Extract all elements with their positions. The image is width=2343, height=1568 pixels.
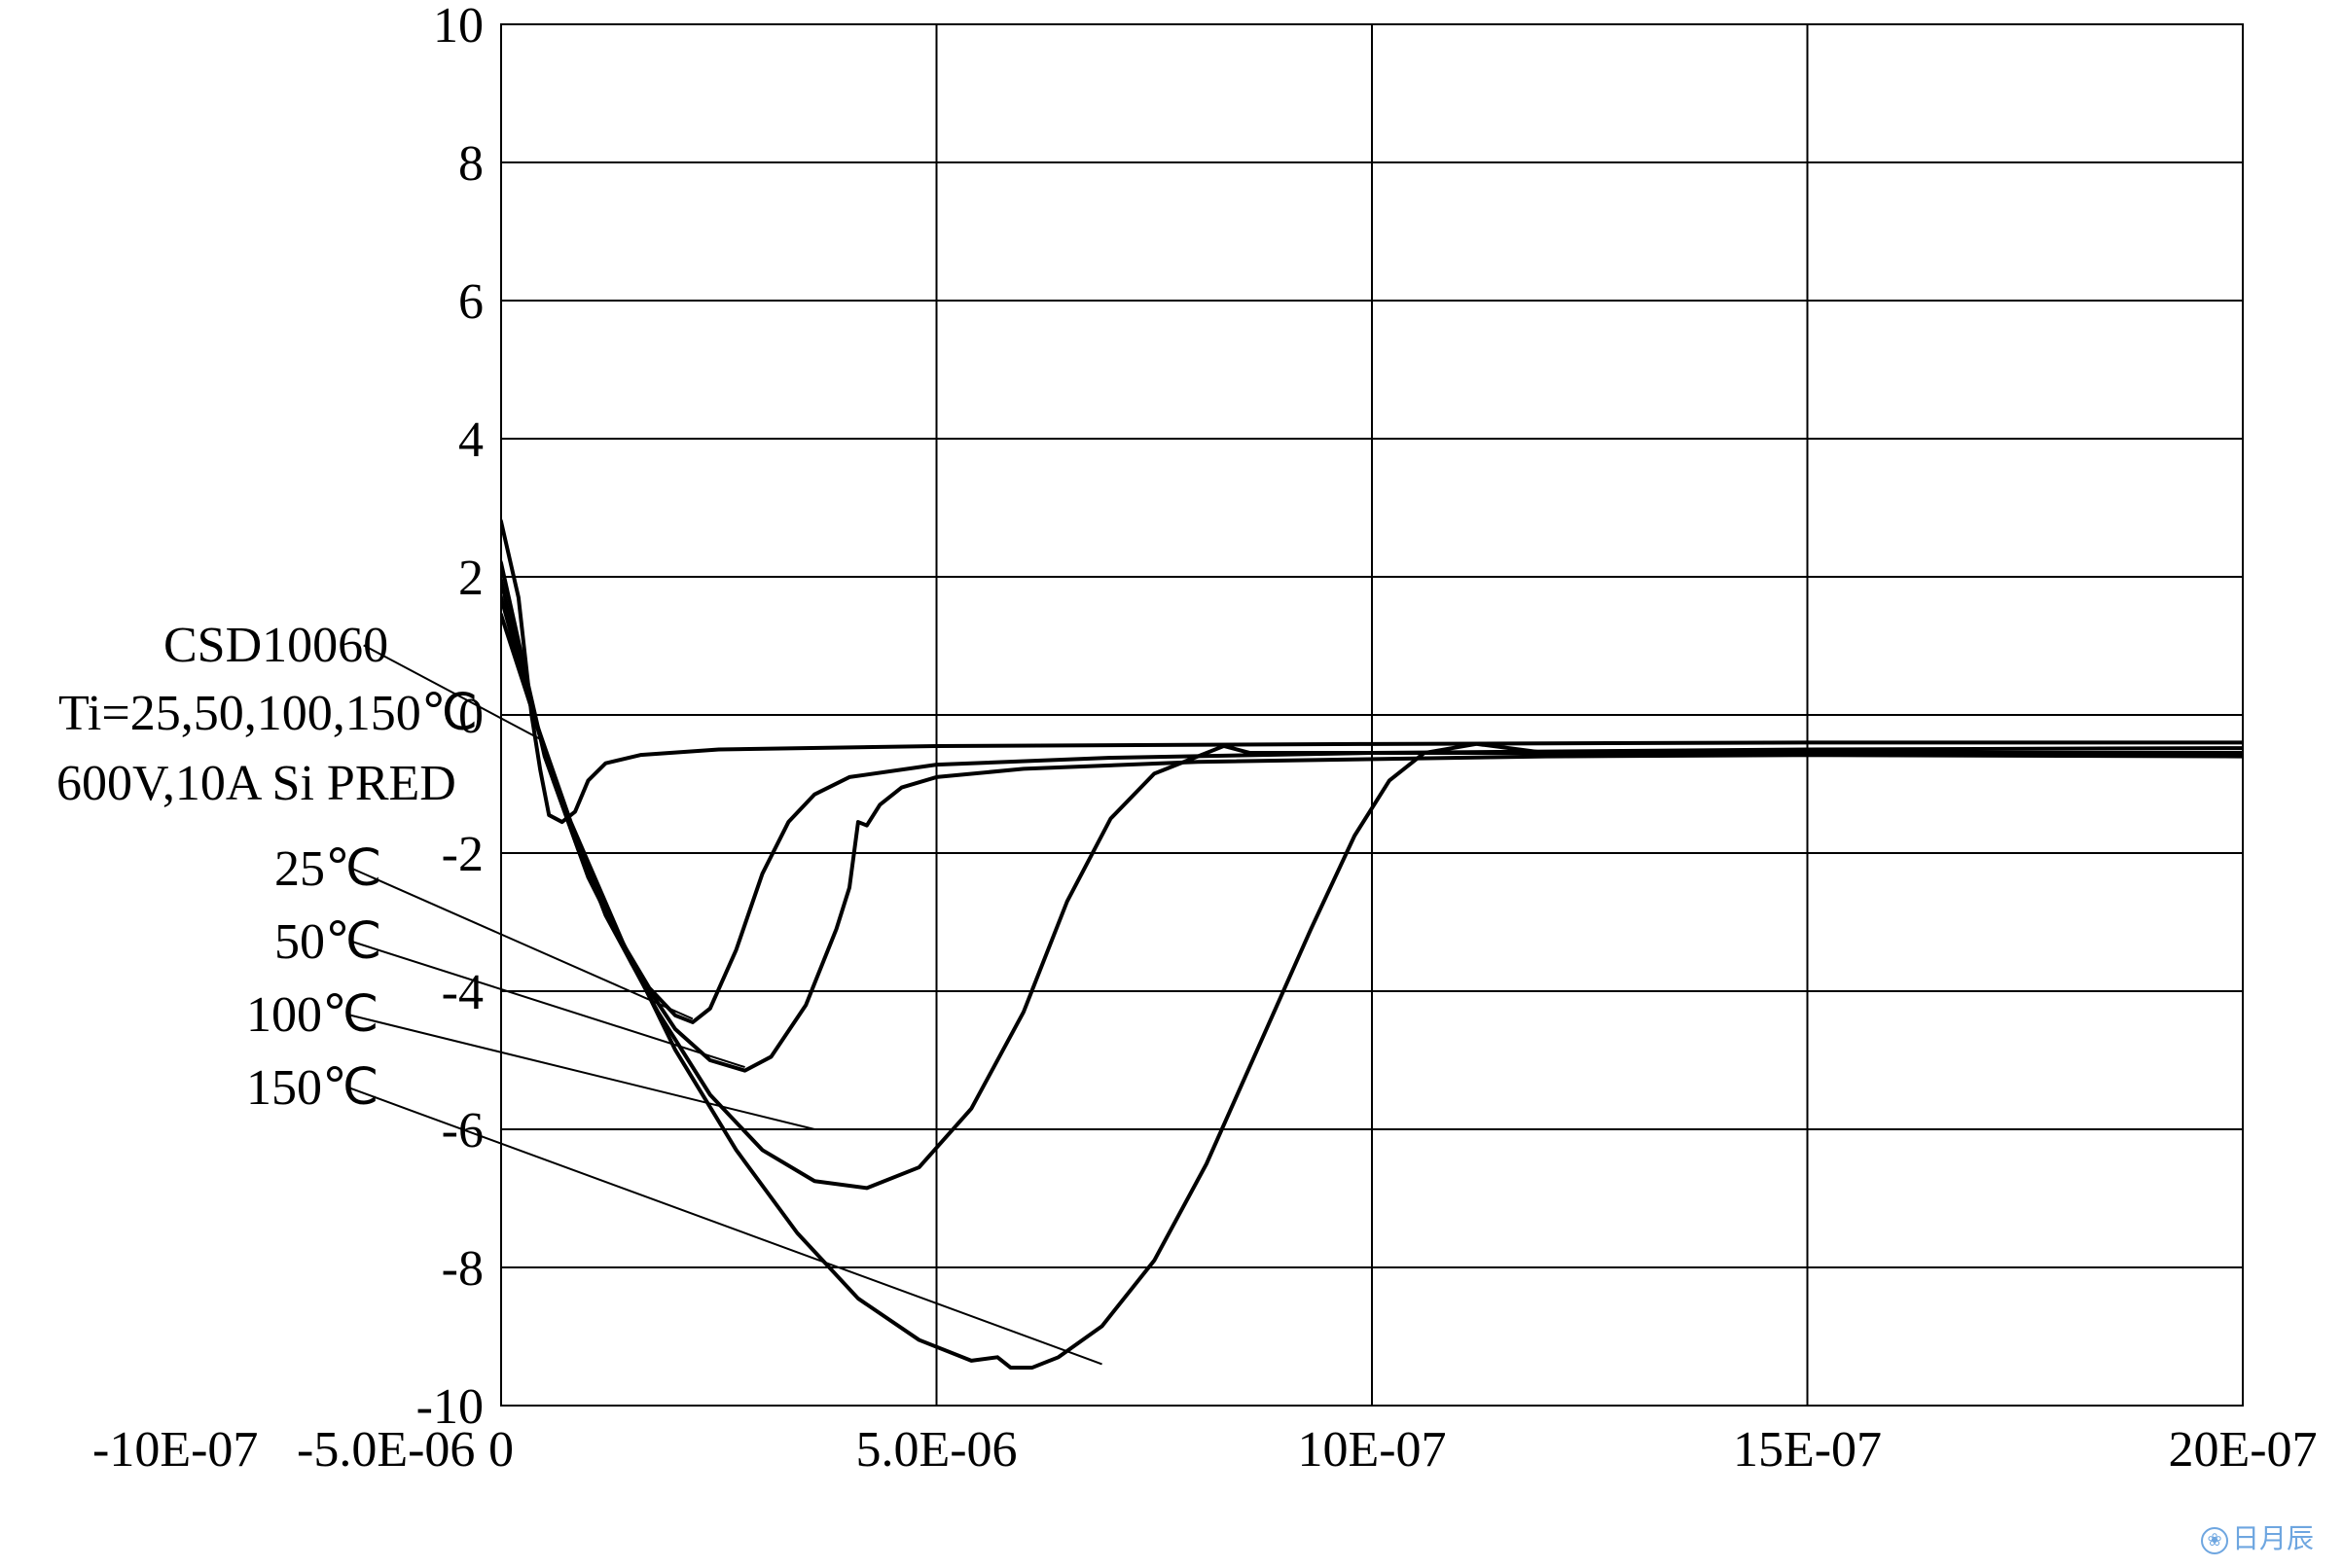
x-tick-label: 20E-07 (2168, 1422, 2317, 1478)
y-tick-label: 4 (458, 412, 484, 468)
annotation-leader (353, 942, 745, 1067)
y-tick-label: -6 (442, 1103, 484, 1158)
annotation: 150℃ (246, 1060, 378, 1116)
series-line (274, 24, 2243, 822)
y-tick-label: -4 (442, 965, 484, 1020)
annotation: 25℃ (274, 841, 381, 897)
x-tick-label-extra: -5.0E-06 (297, 1422, 475, 1478)
annotation: Ti=25,50,100,150℃ (58, 686, 478, 741)
x-tick-label: 0 (488, 1422, 514, 1478)
annotation: 600V,10A Si PRED (56, 756, 456, 811)
watermark-text: 日月辰 (2232, 1523, 2314, 1553)
series-line (223, 24, 2243, 1368)
annotation: 100℃ (246, 987, 378, 1043)
watermark: ❀日月辰 (2201, 1517, 2314, 1556)
y-tick-label: -8 (442, 1241, 484, 1297)
annotation: CSD10060 (163, 618, 388, 673)
y-tick-label: 2 (458, 551, 484, 606)
y-tick-label: 6 (458, 274, 484, 330)
annotation: 50℃ (274, 914, 381, 970)
y-tick-label: 8 (458, 136, 484, 192)
x-tick-label-extra: -10E-07 (92, 1422, 258, 1478)
series-line (235, 24, 2243, 1188)
recovery-chart: -10-8-6-4-2024681005.0E-0610E-0715E-0720… (0, 0, 2343, 1568)
x-tick-label: 5.0E-06 (855, 1422, 1017, 1478)
y-tick-label: 10 (433, 0, 484, 53)
series-line (262, 24, 2243, 1022)
y-tick-label: -2 (442, 827, 484, 882)
x-tick-label: 15E-07 (1733, 1422, 1882, 1478)
watermark-icon: ❀ (2201, 1527, 2228, 1554)
x-tick-label: 10E-07 (1297, 1422, 1446, 1478)
series-line (248, 24, 2243, 1071)
